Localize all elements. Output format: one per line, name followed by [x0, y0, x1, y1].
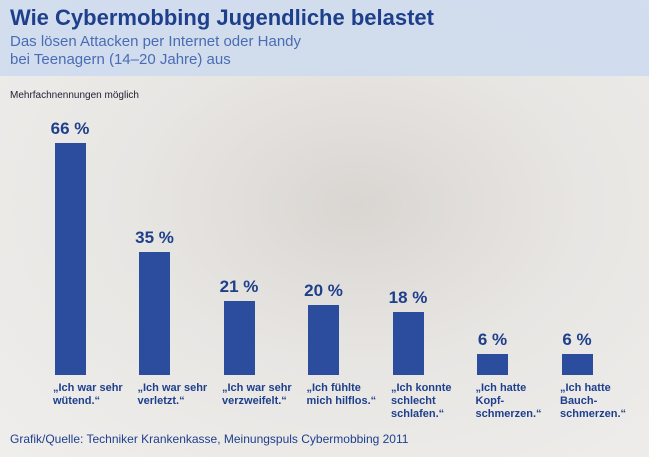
- value-label: 35 %: [135, 227, 174, 247]
- chart-subtitle: Das lösen Attacken per Internet oder Han…: [10, 33, 302, 68]
- x-tick-label: „Ich war sehr verzweifelt.“: [222, 382, 292, 407]
- bar: [223, 301, 255, 375]
- source: Grafik/Quelle: Techniker Krankenkasse, M…: [10, 432, 409, 446]
- value-label: 66 %: [50, 118, 90, 138]
- bar: [139, 251, 170, 375]
- x-tick-label: „Ich war sehr verletzt.“: [137, 382, 208, 407]
- value-label: 6 %: [562, 329, 592, 349]
- header-band: [0, 0, 649, 76]
- value-label: 20 %: [304, 280, 343, 300]
- bar: [477, 353, 508, 375]
- bar: [54, 142, 86, 375]
- x-tick-label: „Ich konnte schlecht schlafen.“: [391, 382, 452, 420]
- bar: [308, 304, 339, 375]
- bar: [561, 353, 593, 375]
- value-label: 18 %: [388, 287, 428, 307]
- note: Mehrfachnennungen möglich: [10, 90, 139, 101]
- x-tick-label: „Ich fühlte mich hilflos.“: [306, 382, 377, 407]
- value-label: 21 %: [219, 277, 259, 297]
- value-label: 6 %: [477, 329, 508, 349]
- chart-title: Wie Cybermobbing Jugendliche belastet: [10, 5, 434, 30]
- bar: [392, 311, 424, 375]
- x-tick-label: „Ich war sehr wütend.“: [53, 382, 123, 407]
- x-tick-label: „Ich hatte Kopf- schmerzen.“: [475, 382, 542, 420]
- x-tick-label: „Ich hatte Bauch- schmerzen.“: [560, 382, 627, 420]
